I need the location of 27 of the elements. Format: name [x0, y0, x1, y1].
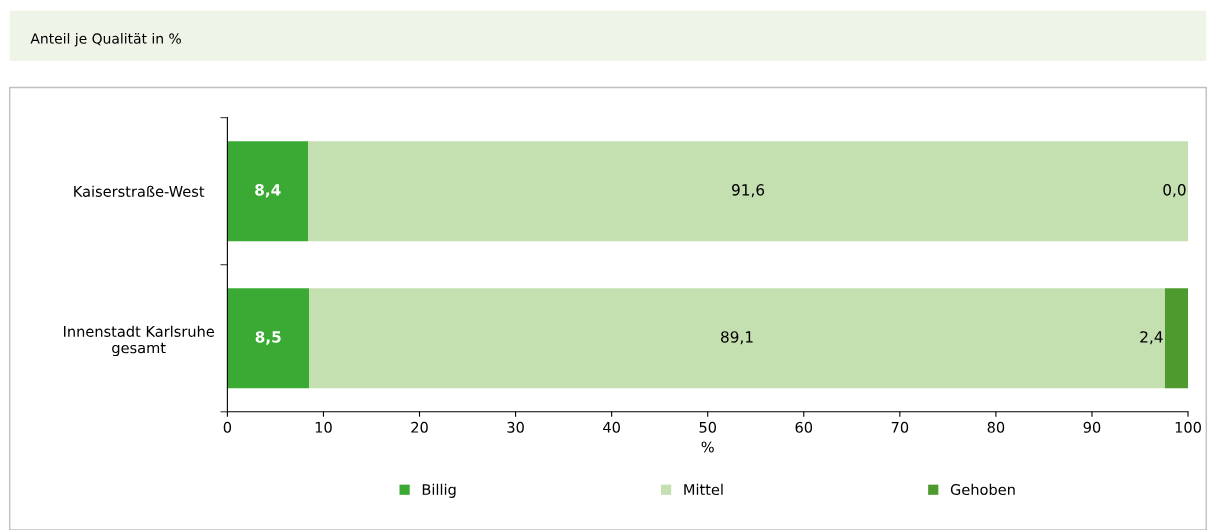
legend-label: Mittel — [684, 483, 723, 496]
x-tick-label: 50 — [699, 421, 717, 433]
x-tick-label: 40 — [603, 421, 620, 433]
bar — [1164, 288, 1189, 389]
x-tick-label: 90 — [1083, 421, 1101, 433]
bar — [227, 141, 309, 242]
x-tick-label: 80 — [987, 421, 1005, 433]
legend-label: Gehoben — [950, 483, 1015, 496]
x-tick-label: 0 — [223, 421, 232, 433]
data-label: 8,4 — [255, 184, 281, 198]
legend-label: Billig — [422, 483, 456, 498]
data-label: 8,5 — [255, 331, 281, 345]
x-tick-label: 70 — [891, 421, 909, 433]
x-tick-label: 30 — [507, 421, 524, 433]
data-label: 0,0 — [1163, 184, 1186, 198]
x-tick-label: 100 — [1175, 421, 1201, 433]
y-tick-label: Kaiserstraße-West — [74, 185, 205, 197]
text: Anteil je Qualität in % — [30, 33, 181, 47]
data-label: 89,1 — [721, 331, 753, 345]
data-label: 2,4 — [1140, 331, 1163, 345]
x-tick-label: 60 — [795, 421, 813, 433]
x-tick-label: 20 — [411, 421, 428, 433]
data-label: 91,6 — [732, 184, 765, 198]
x-tick-label: 10 — [315, 421, 332, 433]
x-axis-title: % — [701, 441, 714, 453]
y-tick-label: Innenstadt Karlsruhe gesamt — [64, 325, 215, 357]
bar — [227, 288, 310, 389]
